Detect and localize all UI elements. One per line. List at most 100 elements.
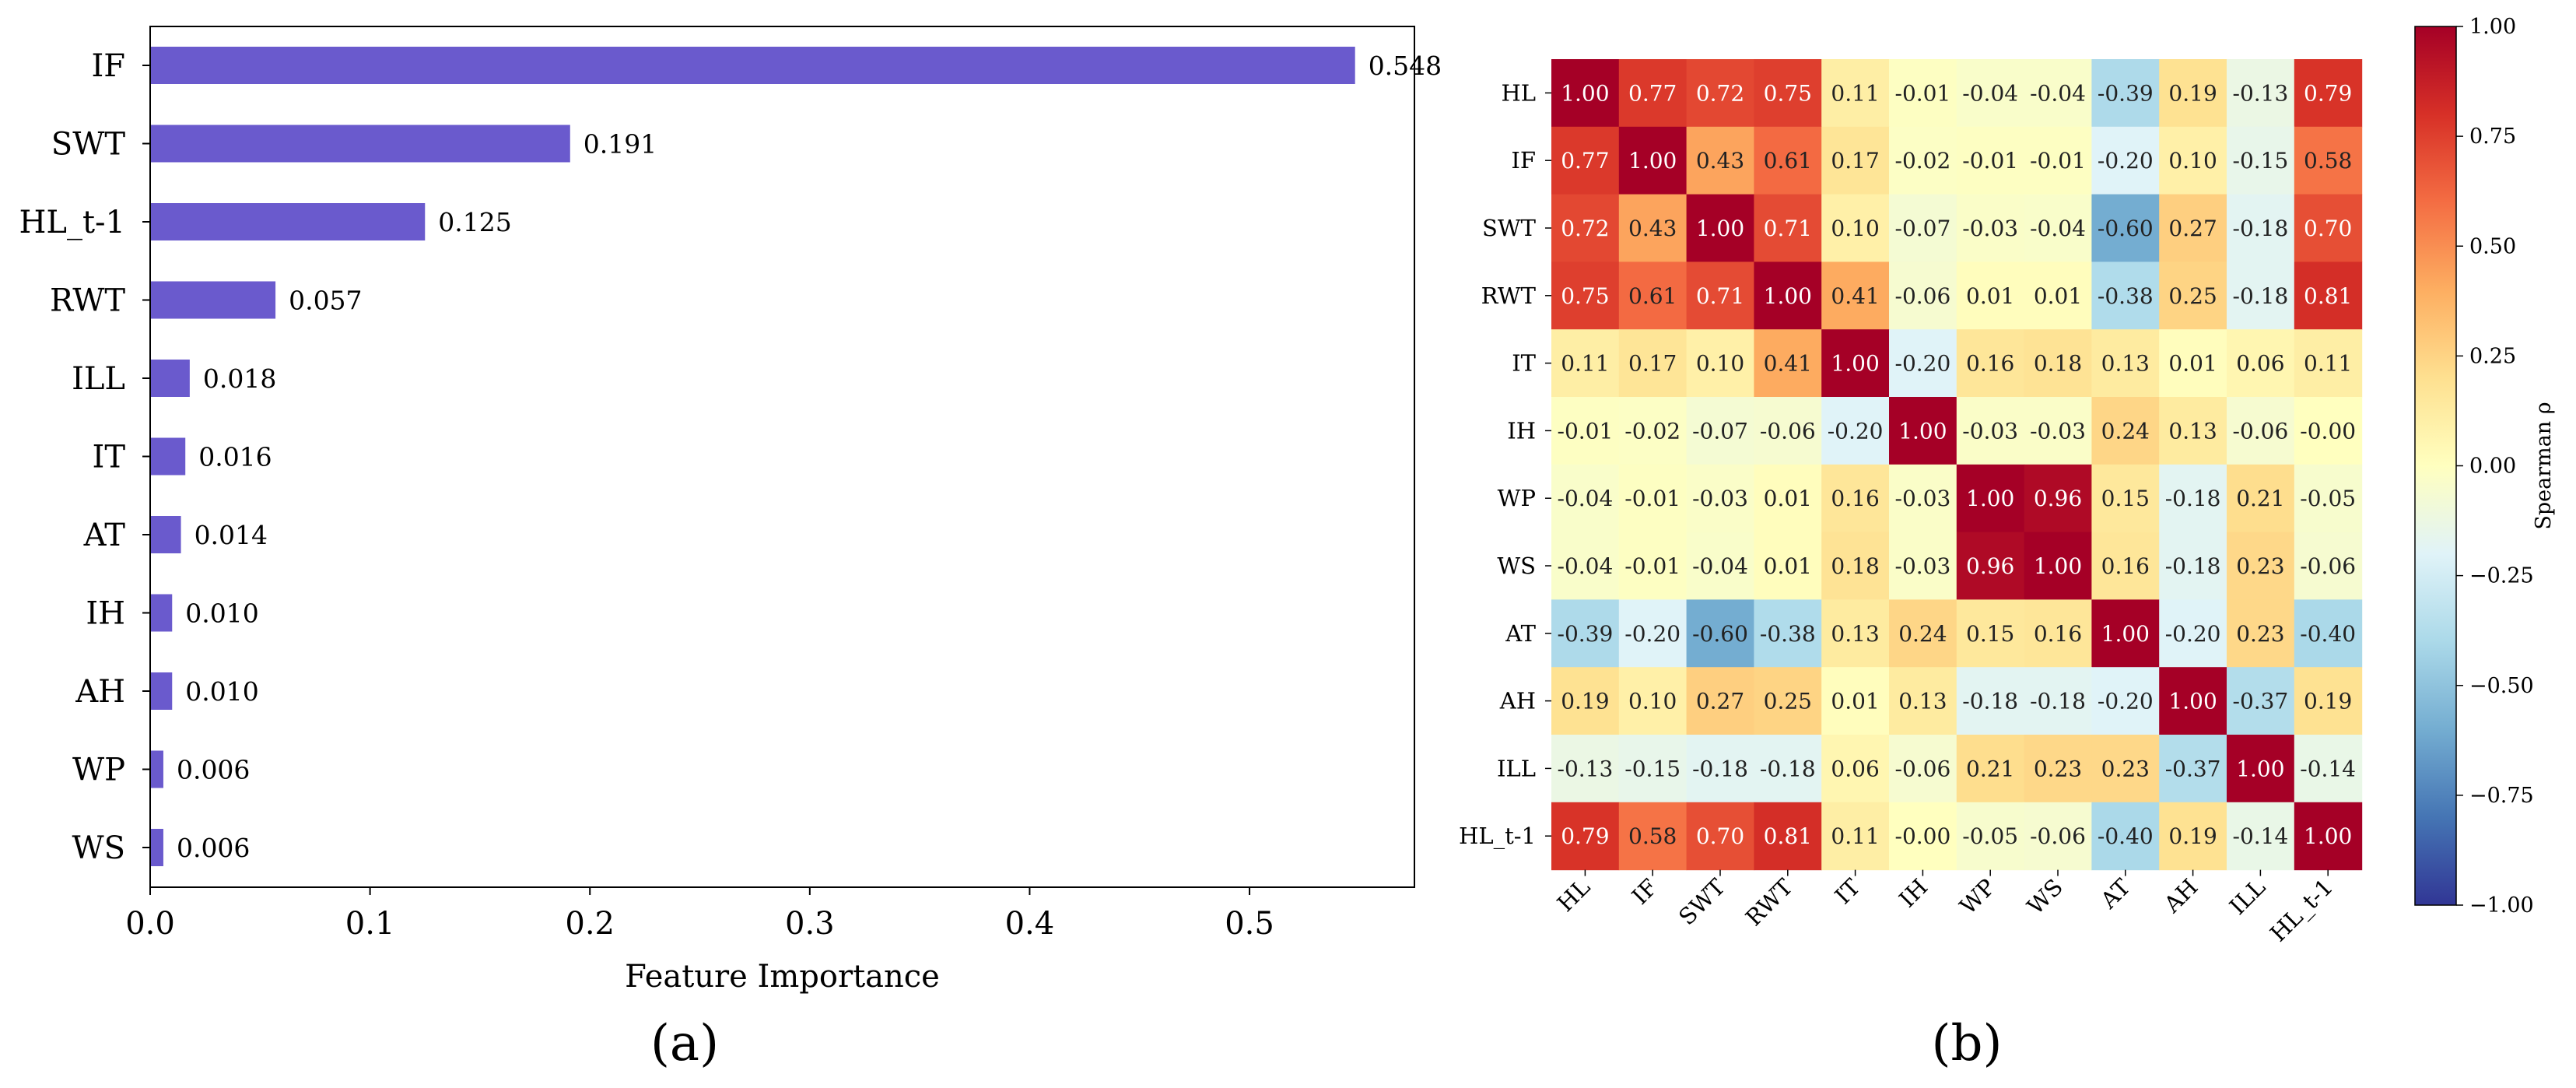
y-tick-label: HL_t-1 (19, 205, 125, 240)
heatmap-cell (2294, 397, 2363, 465)
heatmap-cell-label: -0.18 (2232, 283, 2288, 309)
x-axis-title: Feature Importance (625, 959, 940, 995)
heatmap-cell (1956, 532, 2025, 600)
heatmap-cell (2091, 329, 2160, 398)
heatmap-cell-label: 0.23 (2236, 553, 2284, 579)
heatmap-cell (1956, 329, 2025, 398)
heatmap-cell-label: 0.18 (2034, 351, 2082, 377)
heatmap-cell (1686, 261, 1754, 330)
heatmap-cell-label: -0.04 (1962, 80, 2018, 106)
heatmap-cell-label: 0.16 (1831, 486, 1879, 511)
heatmap-cell (2091, 397, 2160, 465)
heatmap-cell (1956, 667, 2025, 735)
heatmap-cell-label: 0.96 (2034, 486, 2082, 511)
bar-value-label: 0.016 (198, 442, 272, 472)
y-tick-label: IT (93, 440, 126, 476)
heatmap-cell-label: -0.13 (2232, 80, 2288, 106)
heatmap-cell (1956, 802, 2025, 871)
heatmap-cell-label: -0.03 (1894, 486, 1950, 511)
heatmap-cell (2294, 194, 2363, 262)
heatmap-cell-label: 0.58 (1628, 823, 1677, 849)
heatmap-cell-label: 0.01 (1764, 486, 1812, 511)
heatmap-col-label: SWT (1674, 873, 1730, 930)
heatmap-cell (1551, 802, 1620, 871)
heatmap-cell (2091, 126, 2160, 195)
heatmap-cell-label: 0.11 (1831, 823, 1879, 849)
bar-value-label: 0.010 (185, 598, 258, 629)
bar-value-label: 0.010 (185, 676, 258, 707)
heatmap-col-label: AH (2158, 874, 2203, 918)
heatmap-cell-label: -0.14 (2232, 823, 2288, 849)
panel-label-b: (b) (1932, 1015, 2003, 1072)
heatmap-cell (1618, 397, 1688, 465)
heatmap-cell-label: 0.01 (2034, 283, 2082, 309)
heatmap-cell-label: 0.27 (1696, 689, 1744, 714)
heatmap-cell-label: 0.21 (1966, 756, 2014, 781)
heatmap-cell (1618, 194, 1688, 262)
heatmap-cell (1889, 194, 1957, 262)
heatmap-cell-label: -0.05 (2300, 486, 2356, 511)
heatmap-cell (2024, 667, 2092, 735)
heatmap-cell-label: 1.00 (2304, 823, 2352, 849)
heatmap-cell (2227, 261, 2295, 330)
heatmap-cell (1956, 194, 2025, 262)
heatmap-cell (2159, 667, 2227, 735)
heatmap-cell-label: 0.17 (1628, 351, 1677, 377)
heatmap-cell (1821, 735, 1890, 803)
heatmap-cell (2294, 532, 2363, 600)
heatmap-cell-label: -0.04 (1557, 486, 1613, 511)
heatmap-cell-label: 0.23 (2034, 756, 2082, 781)
heatmap-cell-label: 0.13 (1898, 689, 1947, 714)
bar-value-label: 0.014 (195, 520, 268, 550)
heatmap-cell-label: 0.01 (1966, 283, 2014, 309)
heatmap-cell-label: 0.23 (2101, 756, 2150, 781)
heatmap-cell (1551, 735, 1620, 803)
heatmap-cell-label: 0.72 (1696, 80, 1744, 106)
heatmap-cell-label: -0.18 (2030, 689, 2086, 714)
heatmap-cell (2091, 464, 2160, 533)
heatmap-cell-label: -0.15 (1624, 756, 1681, 781)
bar-value-label: 0.006 (177, 833, 250, 863)
heatmap-cell-label: 0.24 (1898, 621, 1947, 647)
heatmap-cell (1551, 194, 1620, 262)
spearman-heatmap: 1.00 0.77 0.72 0.75 0.11 -0.01 -0.04 -0.04 -0.39… (1459, 59, 2363, 947)
heatmap-row-label: AH (1499, 688, 1536, 714)
heatmap-cell (1754, 261, 1822, 330)
heatmap-cell-label: -0.18 (1760, 756, 1816, 781)
heatmap-cell (1686, 599, 1754, 668)
heatmap-cell (2227, 532, 2295, 600)
heatmap-cell (2227, 667, 2295, 735)
heatmap-row-label: SWT (1482, 215, 1537, 241)
heatmap-cell-label: -0.04 (1692, 553, 1748, 579)
heatmap-cell-label: 0.13 (2168, 418, 2217, 444)
heatmap-cell (1889, 329, 1957, 398)
heatmap-cell (1618, 464, 1688, 533)
heatmap-cell-label: -0.18 (2232, 216, 2288, 241)
colorbar-tick-label: 0.00 (2469, 455, 2516, 479)
heatmap-cell (1889, 735, 1957, 803)
heatmap-cell-label: 0.71 (1764, 216, 1812, 241)
heatmap-cell (1618, 126, 1688, 195)
heatmap-cell (2024, 599, 2092, 668)
heatmap-cell-label: 0.25 (1764, 689, 1812, 714)
heatmap-cell-label: 0.01 (2168, 351, 2217, 377)
heatmap-cell (1618, 59, 1688, 128)
y-tick-label: WS (72, 830, 125, 866)
heatmap-cell-label: 0.16 (1966, 351, 2014, 377)
heatmap-cell (2091, 802, 2160, 871)
heatmap-cell (1618, 329, 1688, 398)
heatmap-cell-label: 0.11 (1831, 80, 1879, 106)
heatmap-cell-label: -0.60 (1692, 621, 1748, 647)
heatmap-cell (2294, 464, 2363, 533)
heatmap-cell (1618, 735, 1688, 803)
y-tick-label: IF (91, 48, 125, 84)
heatmap-cell (2227, 329, 2295, 398)
heatmap-cell (1686, 735, 1754, 803)
heatmap-cell (1889, 532, 1957, 600)
bar-value-label: 0.006 (177, 755, 250, 785)
colorbar-gradient (2414, 26, 2457, 906)
heatmap-cell-label: -0.18 (1962, 689, 2018, 714)
heatmap-cell-label: -0.06 (2030, 823, 2086, 849)
heatmap-cell-label: -0.38 (1760, 621, 1816, 647)
heatmap-cell (2091, 599, 2160, 668)
